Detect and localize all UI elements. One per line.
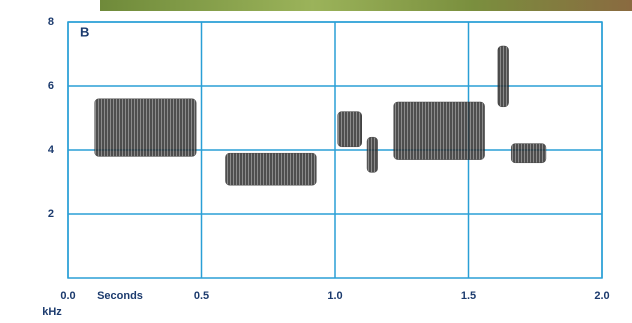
x-tick-label: 0.5 [194, 290, 209, 302]
x-tick-label: 0.0 [60, 290, 75, 302]
y-tick-label: 2 [48, 208, 54, 220]
panel-label: B [80, 24, 89, 39]
x-tick-label: 1.0 [327, 290, 342, 302]
note [393, 101, 485, 160]
y-axis-label: kHz [42, 306, 62, 318]
y-tick-label: 6 [48, 80, 54, 92]
photo-strip [100, 0, 632, 11]
note [497, 45, 509, 108]
x-tick-label: 2.0 [594, 290, 609, 302]
x-axis-label: Seconds [97, 290, 143, 302]
note [225, 152, 317, 186]
note [366, 136, 378, 173]
x-tick-label: 1.5 [461, 290, 476, 302]
y-tick-label: 8 [48, 16, 54, 28]
note [510, 143, 547, 164]
note [337, 111, 362, 148]
note [94, 98, 197, 157]
y-tick-label: 4 [48, 144, 55, 156]
